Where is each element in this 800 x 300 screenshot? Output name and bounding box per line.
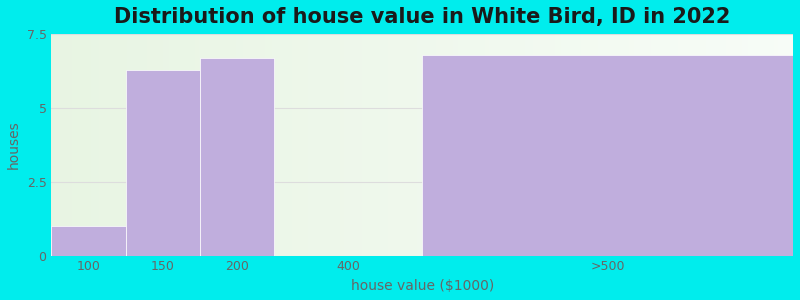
Bar	[126, 70, 200, 256]
Bar	[422, 55, 793, 256]
X-axis label: house value ($1000): house value ($1000)	[350, 279, 494, 293]
Bar	[51, 226, 126, 256]
Y-axis label: houses: houses	[7, 121, 21, 169]
Title: Distribution of house value in White Bird, ID in 2022: Distribution of house value in White Bir…	[114, 7, 730, 27]
Bar	[200, 58, 274, 256]
